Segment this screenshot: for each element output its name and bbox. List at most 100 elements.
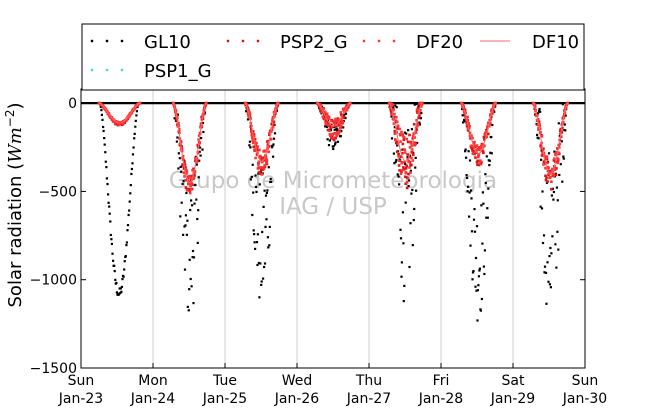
point-df20 <box>331 125 334 128</box>
point-gl10 <box>464 150 467 153</box>
point-gl10 <box>130 172 133 176</box>
point-df20 <box>180 147 184 150</box>
point-psp2_g <box>546 180 549 183</box>
point-gl10 <box>469 189 473 192</box>
point-df20 <box>398 127 401 131</box>
point-df20 <box>250 133 254 137</box>
point-gl10 <box>202 130 205 134</box>
point-gl10 <box>101 118 104 121</box>
point-df20 <box>476 147 480 151</box>
point-gl10 <box>110 238 113 241</box>
point-df20 <box>327 124 330 127</box>
point-df20 <box>253 149 256 153</box>
point-gl10 <box>556 199 559 202</box>
point-df20 <box>562 120 565 124</box>
legend: GL10 PSP2_G DF20 DF10 PSP1_G <box>81 23 585 91</box>
point-gl10 <box>491 123 494 127</box>
point-gl10 <box>129 192 132 195</box>
point-psp2_g <box>404 167 408 170</box>
point-df20 <box>405 181 409 184</box>
point-df20 <box>470 144 474 148</box>
point-psp2_g <box>405 186 409 190</box>
point-gl10 <box>474 285 477 288</box>
point-df20 <box>271 117 274 121</box>
point-gl10 <box>328 139 331 142</box>
point-gl10 <box>192 256 196 259</box>
point-gl10 <box>100 109 103 112</box>
point-gl10 <box>262 277 265 280</box>
point-psp2_g <box>256 148 260 152</box>
point-gl10 <box>490 136 493 139</box>
point-gl10 <box>540 158 543 161</box>
point-gl10 <box>193 202 196 205</box>
point-gl10 <box>102 125 105 129</box>
point-df20 <box>121 122 124 125</box>
series-df10-day-1 <box>172 102 207 184</box>
point-df20 <box>200 116 204 120</box>
point-gl10 <box>537 112 540 115</box>
point-gl10 <box>113 270 116 273</box>
point-df20 <box>184 168 187 172</box>
point-gl10 <box>404 201 407 204</box>
x-tick-date: Jan-24 <box>130 391 176 407</box>
point-df20 <box>255 145 259 149</box>
point-gl10 <box>486 207 489 210</box>
point-gl10 <box>272 137 276 140</box>
point-gl10 <box>547 152 551 155</box>
point-psp2_g <box>463 108 467 112</box>
point-psp2_g <box>480 161 483 164</box>
point-gl10 <box>179 215 182 218</box>
point-gl10 <box>488 159 491 162</box>
point-gl10 <box>417 105 420 108</box>
point-gl10 <box>399 228 402 231</box>
point-gl10 <box>472 218 476 221</box>
point-df20 <box>335 134 338 138</box>
point-gl10 <box>272 143 275 146</box>
point-psp2_g <box>334 125 338 129</box>
point-gl10 <box>390 137 394 140</box>
point-gl10 <box>344 116 347 120</box>
point-df20 <box>540 135 544 138</box>
point-gl10 <box>415 189 418 192</box>
point-psp2_g <box>389 109 393 113</box>
point-gl10 <box>254 247 257 250</box>
point-gl10 <box>408 265 411 269</box>
point-gl10 <box>344 112 348 115</box>
point-gl10 <box>564 129 567 132</box>
point-df20 <box>406 177 410 180</box>
point-gl10 <box>562 155 565 158</box>
point-gl10 <box>334 141 337 144</box>
point-gl10 <box>176 113 179 116</box>
watermark: Grupo de Micrometeorologia IAG / USP <box>169 168 497 220</box>
point-gl10 <box>545 302 548 305</box>
point-gl10 <box>548 255 551 258</box>
point-gl10 <box>192 302 195 305</box>
point-gl10 <box>188 288 191 291</box>
point-df20 <box>187 182 190 186</box>
point-gl10 <box>268 244 271 247</box>
point-df20 <box>394 138 397 142</box>
point-df20 <box>189 184 192 188</box>
point-df20 <box>393 132 397 135</box>
point-gl10 <box>250 175 253 179</box>
point-psp2_g <box>251 130 255 133</box>
point-gl10 <box>552 198 555 201</box>
point-df20 <box>191 169 194 172</box>
point-df20 <box>545 155 549 158</box>
point-df20 <box>399 140 402 143</box>
point-df20 <box>412 134 415 138</box>
point-psp2_g <box>418 104 422 107</box>
point-df20 <box>198 141 201 145</box>
point-df20 <box>403 148 407 152</box>
point-gl10 <box>407 185 410 188</box>
y-tick-label: 0 <box>68 96 77 112</box>
point-gl10 <box>107 193 110 196</box>
point-df20 <box>250 130 253 134</box>
point-gl10 <box>123 268 126 271</box>
point-gl10 <box>254 174 257 177</box>
point-df20 <box>410 142 414 146</box>
point-df20 <box>177 124 181 128</box>
point-df20 <box>411 148 414 151</box>
point-psp2_g <box>272 120 276 124</box>
watermark-line-1: Grupo de Micrometeorologia <box>169 168 497 194</box>
